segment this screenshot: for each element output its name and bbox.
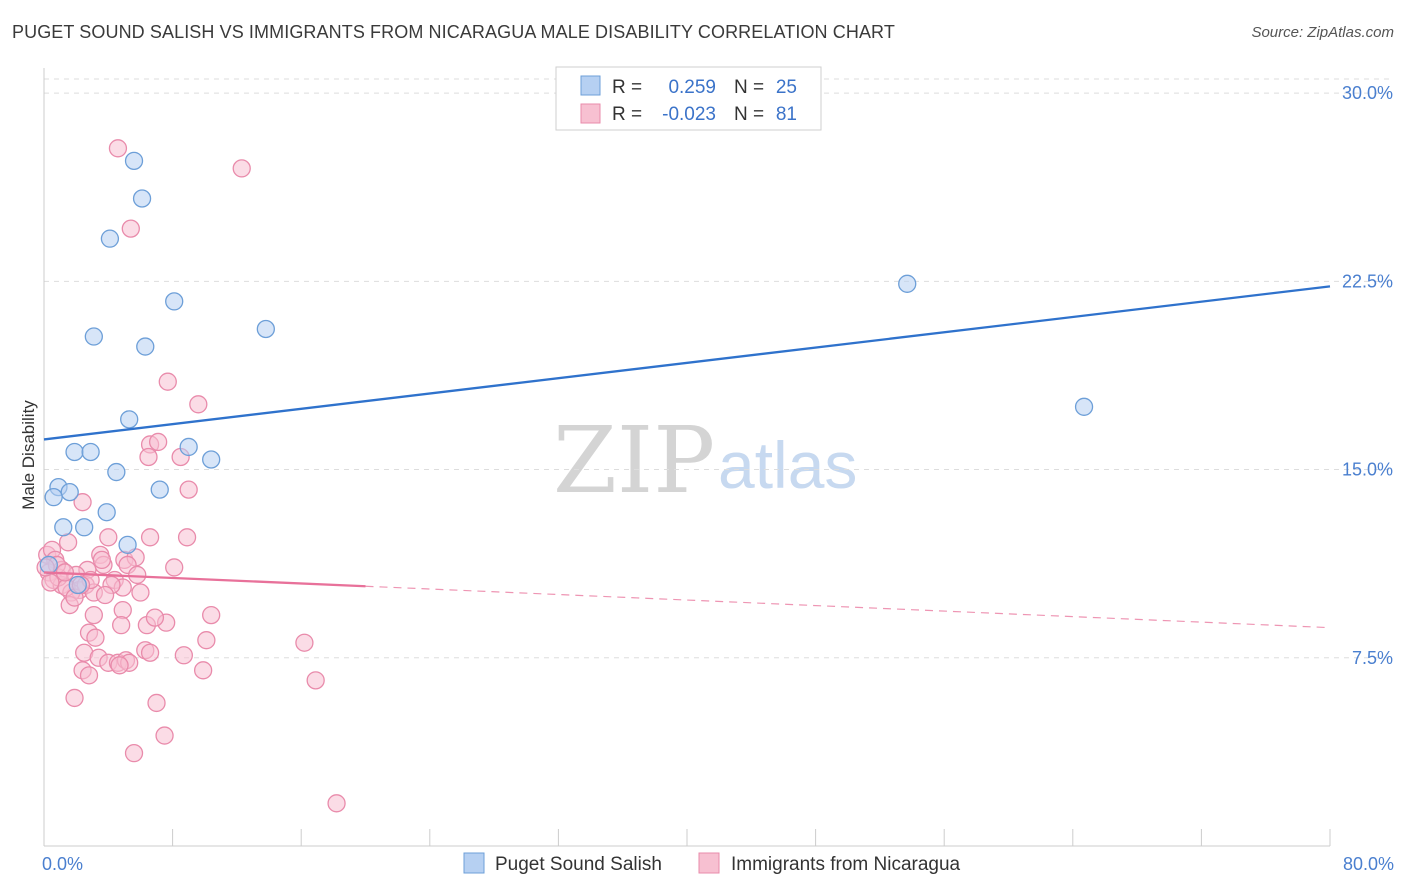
nicaragua-trend-line-extension bbox=[365, 585, 1331, 629]
bottom-legend-label-nicaragua: Immigrants from Nicaragua bbox=[731, 854, 961, 875]
series-salish-points bbox=[39, 151, 1094, 595]
nicaragua-point-3 bbox=[158, 372, 177, 391]
legend-r-value-1: 0.259 bbox=[668, 77, 716, 98]
salish-point-21 bbox=[75, 518, 94, 537]
salish-point-20 bbox=[54, 518, 73, 537]
legend-n-label-2: N = bbox=[734, 104, 764, 125]
salish-point-18 bbox=[150, 480, 169, 499]
series-nicaragua-points bbox=[36, 139, 346, 813]
nicaragua-point-68 bbox=[327, 794, 346, 813]
nicaragua-point-75 bbox=[41, 573, 60, 592]
salish-point-24 bbox=[39, 555, 58, 575]
nicaragua-point-39 bbox=[165, 558, 184, 577]
x-ticks bbox=[172, 829, 1331, 846]
nicaragua-point-2 bbox=[121, 219, 140, 238]
nicaragua-point-13 bbox=[99, 528, 118, 547]
nicaragua-point-44 bbox=[202, 605, 221, 625]
nicaragua-point-11 bbox=[140, 528, 160, 547]
salish-point-1 bbox=[132, 189, 152, 208]
nicaragua-point-50 bbox=[295, 633, 314, 652]
y-tick-label-0: 7.5% bbox=[1352, 648, 1393, 668]
nicaragua-point-6 bbox=[148, 432, 168, 452]
watermark-atlas: atlas bbox=[718, 428, 857, 502]
nicaragua-point-62 bbox=[193, 661, 213, 680]
salish-point-8 bbox=[1074, 397, 1094, 416]
y-tick-label-2: 22.5% bbox=[1342, 271, 1393, 291]
nicaragua-point-10 bbox=[73, 493, 92, 512]
salish-point-11 bbox=[81, 442, 100, 462]
salish-point-2 bbox=[100, 229, 120, 248]
nicaragua-point-61 bbox=[79, 666, 99, 685]
salish-point-16 bbox=[60, 482, 79, 502]
y-tick-label-1: 15.0% bbox=[1342, 460, 1393, 480]
salish-point-17 bbox=[44, 488, 63, 507]
nicaragua-point-63 bbox=[306, 671, 325, 690]
legend-n-value-1: 25 bbox=[776, 77, 797, 98]
nicaragua-point-65 bbox=[147, 693, 166, 713]
salish-point-9 bbox=[120, 410, 139, 429]
nicaragua-point-47 bbox=[112, 615, 131, 635]
nicaragua-point-12 bbox=[177, 528, 197, 547]
legend-swatch-salish bbox=[580, 75, 601, 96]
salish-trend-line bbox=[43, 285, 1331, 441]
salish-point-12 bbox=[179, 437, 198, 457]
nicaragua-point-46 bbox=[86, 628, 105, 647]
nicaragua-point-59 bbox=[174, 646, 194, 665]
nicaragua-point-7 bbox=[139, 447, 158, 467]
nicaragua-point-41 bbox=[84, 605, 103, 625]
salish-point-10 bbox=[65, 442, 84, 462]
nicaragua-point-66 bbox=[155, 726, 174, 745]
legend-r-value-2: -0.023 bbox=[662, 104, 716, 125]
x-tick-label-min: 0.0% bbox=[42, 854, 83, 874]
salish-point-5 bbox=[84, 327, 103, 346]
bottom-legend-swatch-salish bbox=[463, 852, 485, 874]
salish-point-19 bbox=[97, 503, 116, 522]
nicaragua-point-49 bbox=[197, 631, 216, 650]
legend-n-value-2: 81 bbox=[776, 104, 797, 125]
nicaragua-point-58 bbox=[140, 643, 160, 662]
nicaragua-point-36 bbox=[131, 583, 150, 602]
salish-point-7 bbox=[898, 274, 917, 293]
salish-point-22 bbox=[118, 535, 137, 554]
trend-lines bbox=[43, 285, 1331, 629]
nicaragua-point-79 bbox=[92, 550, 112, 570]
x-tick-label-max: 80.0% bbox=[1343, 854, 1394, 874]
salish-point-0 bbox=[124, 151, 144, 171]
legend-r-label-1: R = bbox=[612, 77, 642, 98]
nicaragua-point-0 bbox=[108, 139, 128, 158]
bottom-legend-label-salish: Puget Sound Salish bbox=[495, 854, 662, 875]
bottom-legend-swatch-nicaragua bbox=[698, 852, 720, 874]
y-axis-label: Male Disability bbox=[19, 400, 38, 510]
legend-n-label-1: N = bbox=[734, 77, 764, 98]
salish-point-6 bbox=[136, 337, 155, 356]
salish-point-23 bbox=[68, 575, 87, 595]
nicaragua-point-74 bbox=[128, 565, 147, 585]
nicaragua-point-42 bbox=[113, 600, 132, 620]
salish-point-14 bbox=[107, 462, 126, 482]
nicaragua-point-4 bbox=[189, 395, 208, 414]
y-tick-label-3: 30.0% bbox=[1342, 83, 1393, 103]
y-tick-labels: 7.5% 15.0% 22.5% 30.0% bbox=[1342, 83, 1393, 668]
source-label: Source: ZipAtlas.com bbox=[1251, 24, 1394, 41]
legend-swatch-nicaragua bbox=[580, 103, 601, 124]
chart-title: PUGET SOUND SALISH VS IMMIGRANTS FROM NI… bbox=[12, 22, 895, 42]
salish-point-13 bbox=[202, 450, 221, 469]
nicaragua-point-78 bbox=[145, 608, 165, 627]
nicaragua-point-73 bbox=[95, 585, 115, 605]
correlation-legend: R = 0.259 N = 25 R = -0.023 N = 81 bbox=[555, 66, 822, 131]
watermark-zip: ZIP bbox=[553, 407, 715, 514]
salish-point-4 bbox=[256, 319, 275, 339]
nicaragua-point-14 bbox=[58, 533, 78, 552]
series-legend: Puget Sound Salish Immigrants from Nicar… bbox=[463, 852, 961, 875]
nicaragua-point-67 bbox=[124, 743, 144, 763]
legend-r-label-2: R = bbox=[612, 104, 642, 125]
nicaragua-point-9 bbox=[179, 480, 198, 499]
nicaragua-point-1 bbox=[232, 159, 251, 178]
nicaragua-point-69 bbox=[110, 656, 129, 675]
nicaragua-point-64 bbox=[65, 688, 84, 708]
salish-point-3 bbox=[165, 292, 184, 311]
nicaragua-trend-line bbox=[43, 571, 366, 588]
